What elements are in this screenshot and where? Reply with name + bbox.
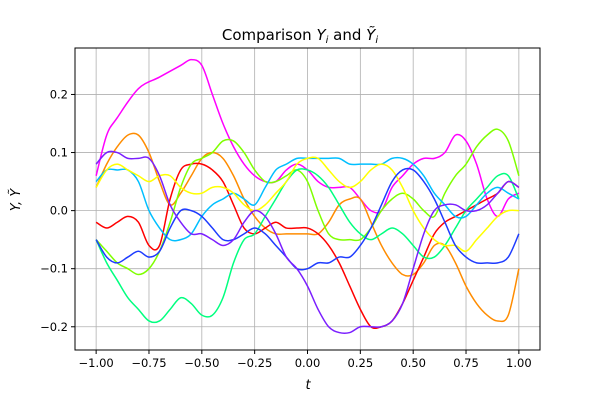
x-tick-label: 0.75 [453, 356, 479, 370]
x-tick-label: −0.75 [131, 356, 166, 370]
chart-title: Comparison Yi and Ỹi [222, 25, 378, 46]
y-tick-label: 0.2 [50, 87, 68, 101]
y-tick-label: −0.2 [40, 320, 68, 334]
x-tick-label: 0.00 [295, 356, 321, 370]
y-axis-label: Y, Ỹ [8, 188, 24, 212]
series-line-5 [95, 168, 520, 324]
series-line-9 [95, 150, 520, 335]
x-tick-label: −1.00 [79, 356, 114, 370]
x-tick-label: 0.50 [400, 356, 426, 370]
plot-lines [95, 58, 520, 335]
x-axis-label: t [305, 378, 311, 393]
y-tick-label: 0.0 [50, 204, 68, 218]
series-line-4 [95, 128, 520, 276]
series-line-8 [95, 167, 520, 271]
series-line-2 [95, 132, 520, 323]
series-line-1 [95, 58, 520, 218]
x-tick-label: −0.25 [237, 356, 272, 370]
y-tick-label: −0.1 [40, 262, 68, 276]
y-tick-label: 0.1 [50, 146, 68, 160]
x-ticks: −1.00 −0.75 −0.50 −0.25 0.00 0.25 0.50 0.75 1.00 [79, 350, 532, 370]
x-tick-label: 0.25 [348, 356, 374, 370]
x-tick-label: 1.00 [506, 356, 532, 370]
y-ticks: −0.2 −0.1 0.0 0.1 0.2 [40, 87, 75, 334]
x-tick-label: −0.50 [184, 356, 219, 370]
series-line-7 [95, 156, 519, 253]
series-line-3 [95, 162, 520, 330]
